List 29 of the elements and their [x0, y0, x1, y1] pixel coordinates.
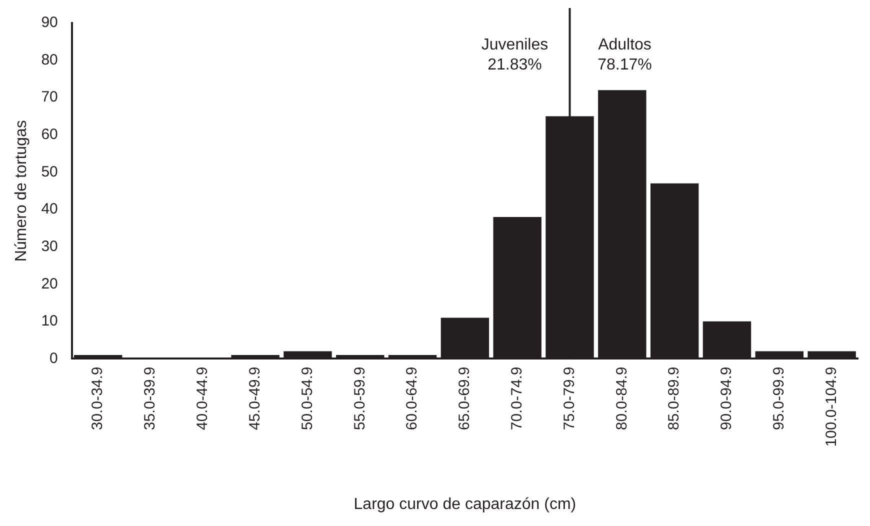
x-tick-label: 85.0-89.9: [666, 366, 683, 430]
x-tick-label: 40.0-44.9: [194, 366, 212, 430]
x-axis-title: Largo curvo de caparazón (cm): [354, 496, 576, 513]
y-axis-title: Número de tortugas: [13, 120, 30, 262]
x-tick-label: 70.0-74.9: [508, 366, 526, 430]
annotation: Juveniles 21.83%: [481, 36, 548, 74]
x-tick-label: 60.0-64.9: [404, 366, 421, 430]
x-tick-label: 50.0-54.9: [298, 366, 316, 430]
y-tick-label: 10: [41, 312, 58, 330]
y-tick-label: 20: [41, 275, 58, 292]
y-tick-label: 80: [41, 51, 58, 68]
y-tick-label: 60: [41, 126, 58, 144]
y-tick-label: 30: [41, 238, 58, 255]
annotation: Adultos 78.17%: [598, 36, 652, 74]
y-tick-label: 0: [50, 350, 58, 367]
x-tick-label: 35.0-39.9: [142, 366, 159, 430]
y-tick-label: 40: [41, 200, 58, 218]
x-tick-label: 90.0-94.9: [718, 366, 736, 430]
y-tick-label: 70: [41, 88, 58, 106]
x-tick-label: 75.0-79.9: [560, 366, 578, 430]
x-tick-label: 45.0-49.9: [246, 366, 264, 430]
y-tick-label: 50: [41, 163, 58, 180]
x-tick-label: 95.0-99.9: [770, 366, 788, 430]
x-tick-label: 65.0-69.9: [456, 366, 474, 430]
y-tick-label: 90: [41, 14, 58, 32]
x-tick-label: 80.0-84.9: [613, 366, 630, 430]
x-tick-label: 100.0-104.9: [822, 366, 840, 447]
x-tick-label: 30.0-34.9: [89, 366, 106, 430]
x-tick-label: 55.0-59.9: [351, 366, 368, 430]
